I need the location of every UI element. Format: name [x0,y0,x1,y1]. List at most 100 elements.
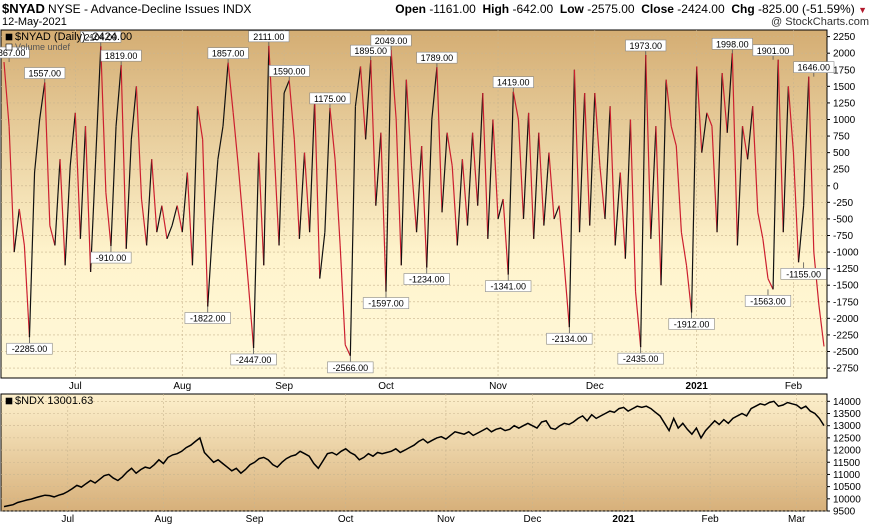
brand-watermark: @ StockCharts.com [771,16,869,28]
nyad-series-segment [74,112,81,239]
nyad-annotation-box [100,49,142,62]
nyad-annotation-label: -1155.00 [786,269,821,279]
nyad-annotation-label: -910.00 [96,253,127,263]
nyad-series-segment [283,80,290,94]
nyad-series-segment [319,232,326,279]
nyad-xtick-label: Dec [586,381,604,392]
high-value: -642.00 [512,2,554,16]
nyad-series-segment [685,265,693,313]
nyad-series-segment [747,106,754,160]
nyad-annotation-label: -2435.00 [623,354,659,364]
nyad-series-segment [28,172,36,338]
nyad-annotation-label: -1234.00 [409,275,445,285]
nyad-series-segment [39,82,46,120]
nyad-series-segment [385,49,392,292]
nyad-series-segment [120,65,127,249]
nyad-series-segment [263,45,270,266]
nyad-series-segment [808,76,815,253]
nyad-annotation-box [370,34,412,47]
nyad-annotation-label: 1419.00 [497,78,530,88]
nyad-series-segment [655,126,662,286]
nyad-series-segment [568,69,576,328]
nyad-series-segment [441,132,448,213]
nyad-ytick-label: -750 [833,231,853,242]
nyad-series-segment [212,159,219,226]
nyad-annotation-box [546,332,593,345]
nyad-series-segment [298,152,306,239]
nyad-legend-entry: Volume undef [15,42,71,52]
nyad-xtick-label: Feb [785,381,803,392]
nyad-series-segment [451,165,458,246]
nyad-series-segment [797,205,805,263]
nyad-series-segment [721,73,728,133]
nyad-series-segment [227,62,234,113]
nyad-series-segment [390,49,397,120]
nyad-annotation-label: -2285.00 [12,344,48,354]
ndx-xtick-label: Jul [61,514,74,525]
nyad-series-segment [772,59,779,290]
nyad-series-segment [696,66,703,153]
nyad-series-segment [156,205,163,233]
close-label: Close [641,2,674,16]
nyad-series-segment [375,132,382,206]
nyad-panel: 2250 2000 1750 1500 1250 1000 750 500 250 0 -250 -5… [0,29,859,392]
nyad-series-segment [650,126,657,239]
ndx-xtick-label: 2021 [612,514,635,525]
nyad-ytick-label: 500 [833,148,850,159]
nyad-series-segment [146,159,153,246]
nyad-series-segment [278,92,285,246]
nyad-series-segment [232,112,239,166]
symbol-description: NYSE - Advance-Decline Issues INDX [48,2,252,16]
nyad-series-segment [303,152,311,233]
nyad-xtick-label: Oct [378,381,394,392]
nyad-series-segment [497,198,504,220]
nyad-series-segment [711,126,718,233]
nyad-series-segment [762,238,769,279]
ndx-legend-swatch [5,397,13,405]
nyad-ytick-label: -1250 [833,264,859,275]
nyad-xtick-label: Nov [489,381,507,392]
nyad-series-segment [614,172,621,246]
high-label: High [482,2,510,16]
nyad-series-segment [140,198,148,246]
nyad-series-segment [543,152,550,226]
nyad-series-segment [634,291,642,348]
nyad-series-segment [619,172,626,259]
ndx-legend-entry: $NDX 13001.63 [15,395,93,407]
nyad-ytick-label: 750 [833,132,850,143]
nyad-series-segment [706,112,713,127]
ndx-xtick-label: Nov [437,514,455,525]
nyad-series-segment [59,159,66,266]
nyad-series-segment [533,132,540,239]
nyad-series-segment [359,66,367,140]
ndx-xtick-label: Oct [338,514,354,525]
nyad-annotation-box [617,352,664,365]
nyad-series-segment [268,45,275,147]
nyad-series-segment [44,82,51,226]
nyad-annotation-box [780,268,827,280]
nyad-series-segment [237,165,244,226]
nyad-series-segment [767,278,774,290]
nyad-series-segment [171,205,178,226]
nyad-series-segment [726,53,733,133]
nyad-series-segment [181,172,188,233]
nyad-annotation-label: -2134.00 [552,334,588,344]
nyad-series-segment [135,86,143,200]
nyad-series-segment [584,92,591,226]
nyad-series-segment [522,112,530,219]
nyad-ytick-label: -500 [833,214,853,225]
nyad-annotation-label: 1789.00 [421,53,454,63]
nyad-series-segment [757,212,764,239]
nyad-series-segment [3,61,10,127]
nyad-series-segment [273,145,280,246]
ndx-series-line [3,400,825,508]
nyad-annotation-box [744,295,792,307]
nyad-annotation-label: -1912.00 [674,320,710,330]
nyad-ytick-label: -2500 [833,347,859,358]
nyad-series-segment [787,86,795,153]
nyad-series-segment [538,132,545,226]
nyad-series-segment [716,73,723,233]
nyad-ytick-label: -2750 [833,364,859,375]
nyad-series-segment [573,69,581,233]
